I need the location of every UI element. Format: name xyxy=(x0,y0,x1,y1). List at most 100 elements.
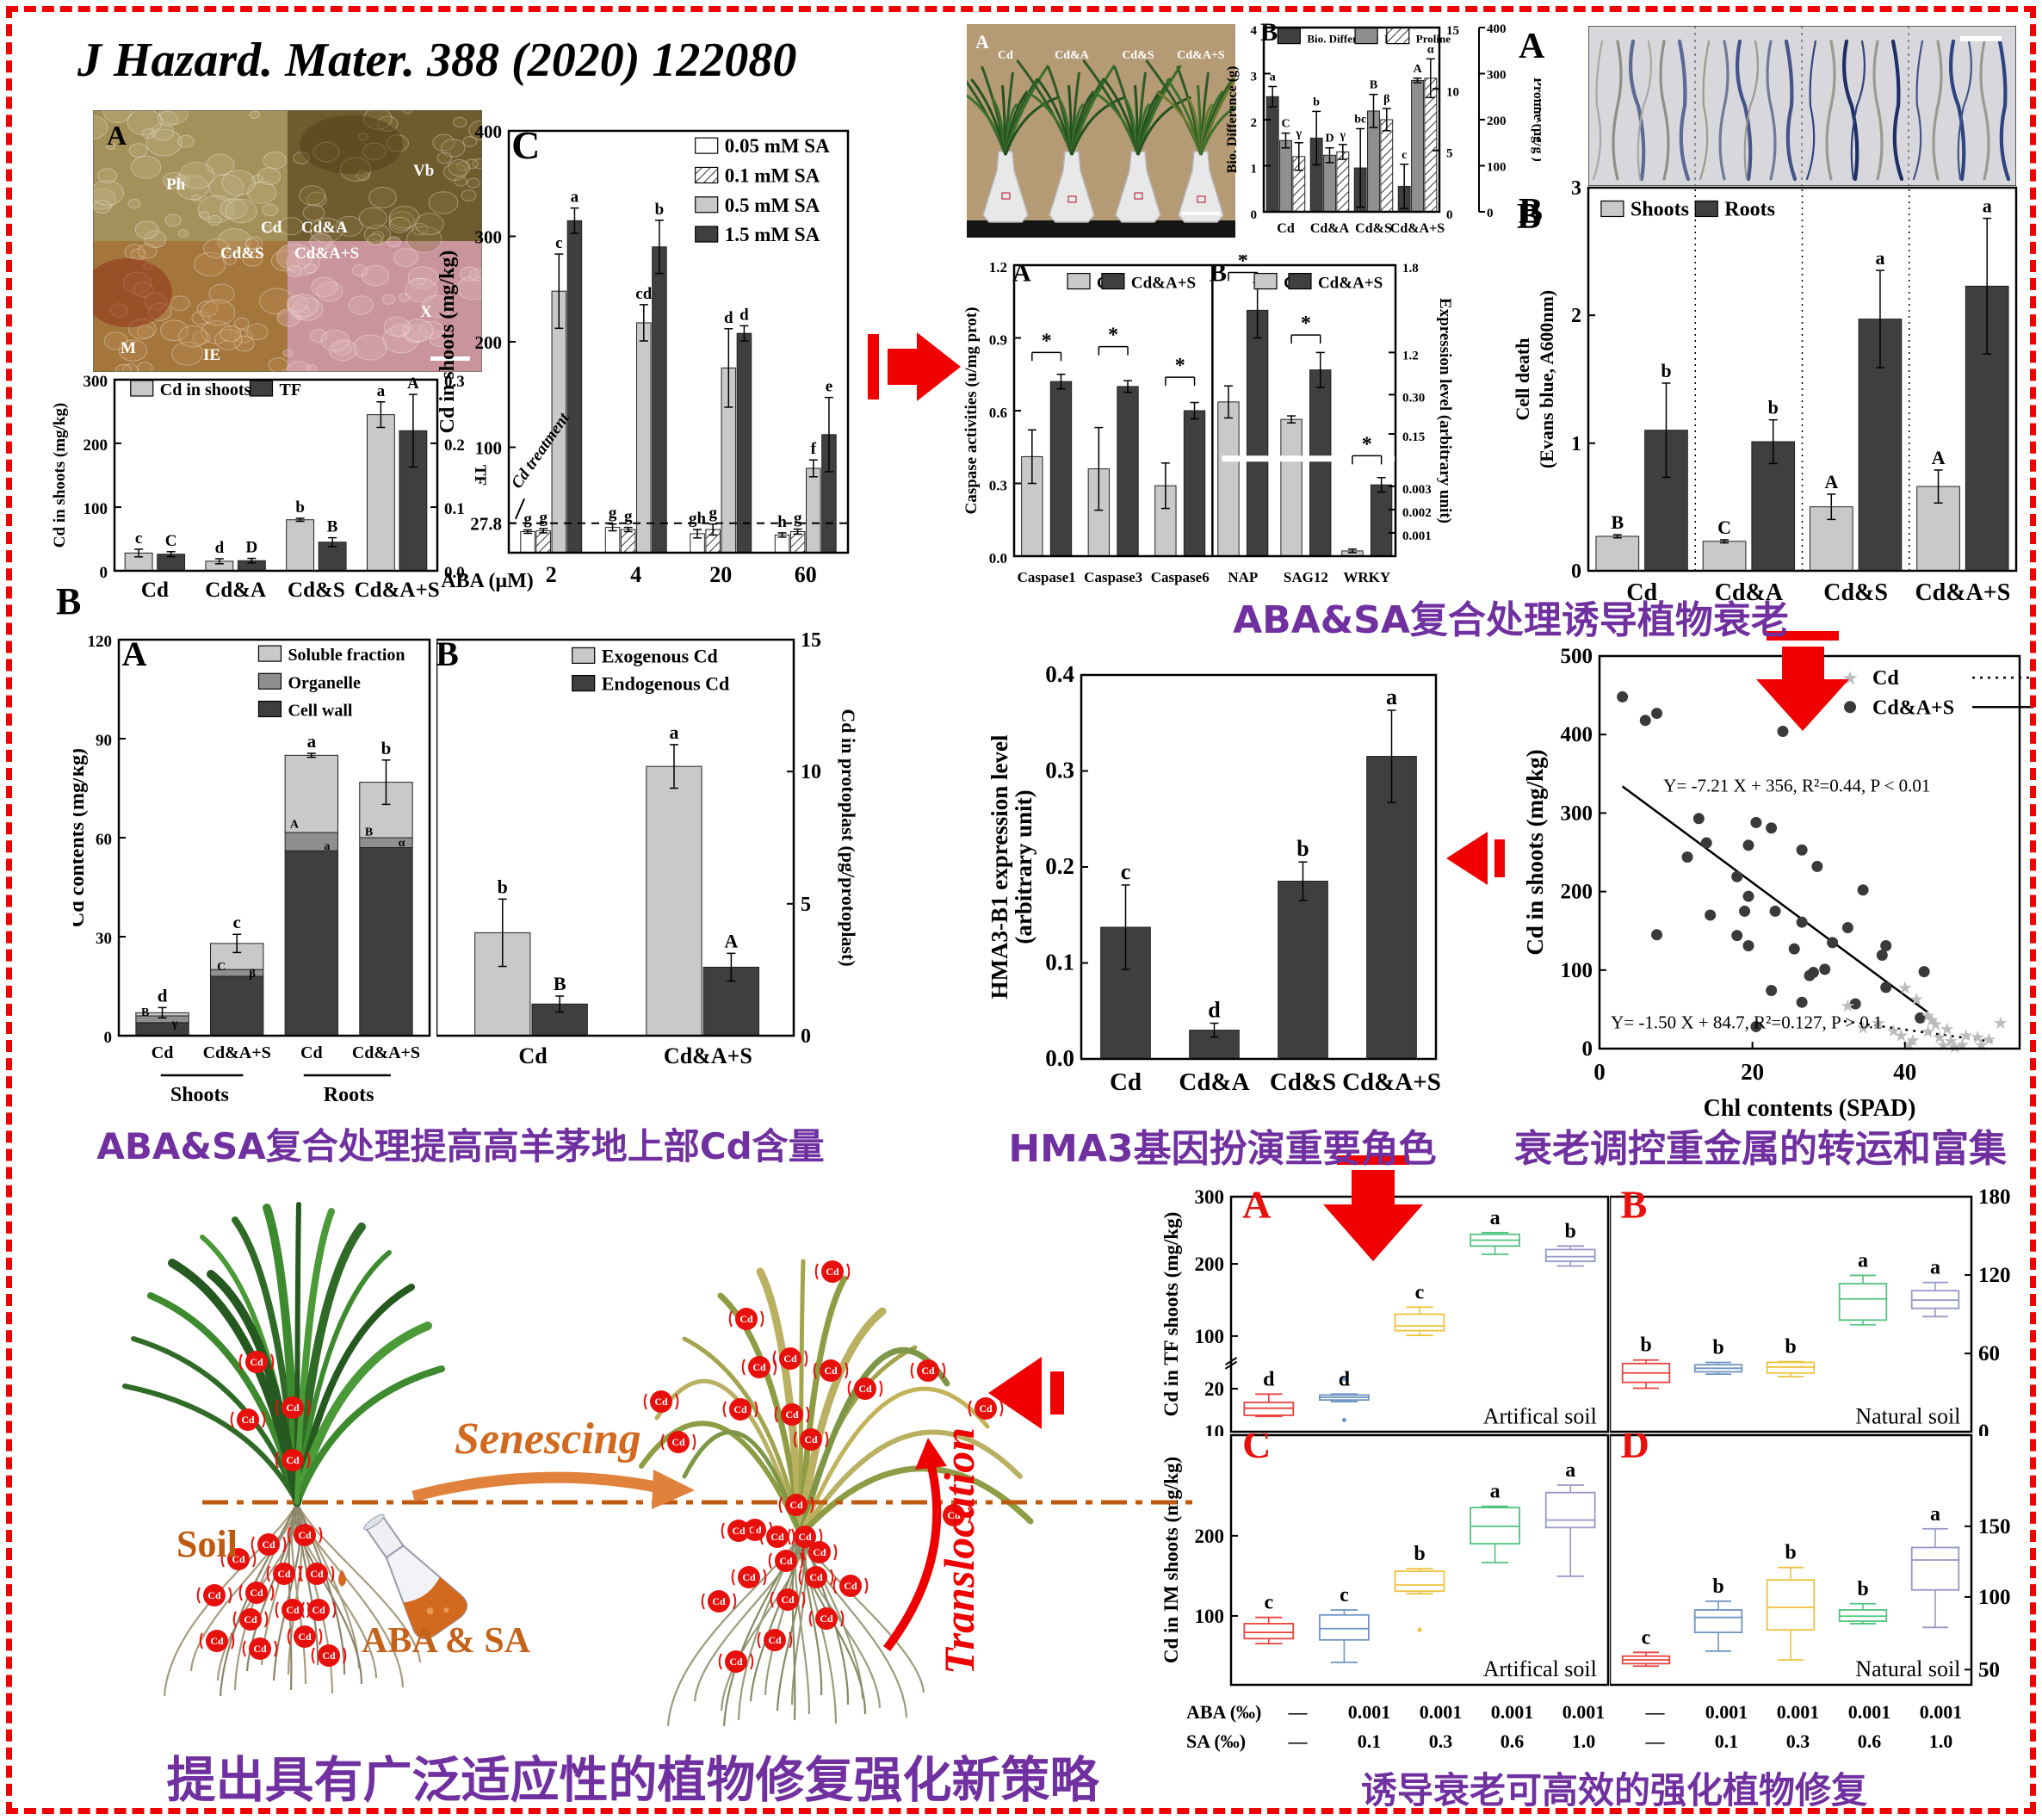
svg-text:20: 20 xyxy=(1204,1378,1224,1400)
svg-text:Cd: Cd xyxy=(826,1266,839,1278)
svg-text:TF: TF xyxy=(280,381,302,399)
svg-text:0: 0 xyxy=(100,564,108,582)
svg-text:A: A xyxy=(1012,259,1031,288)
svg-text:γ: γ xyxy=(1296,127,1303,140)
svg-text:Cd&A: Cd&A xyxy=(1179,1068,1249,1096)
svg-text:Chl contents (SPAD): Chl contents (SPAD) xyxy=(1704,1095,1916,1122)
aba-dose-value: 0.001 xyxy=(1847,1701,1891,1723)
svg-text:A: A xyxy=(290,819,300,832)
svg-text:g: g xyxy=(794,510,802,528)
svg-text:0.5 mM SA: 0.5 mM SA xyxy=(725,195,820,216)
svg-text:Caspase1: Caspase1 xyxy=(1018,569,1076,585)
svg-text:1: 1 xyxy=(1571,433,1581,455)
svg-text:Cd: Cd xyxy=(824,1365,838,1377)
svg-text:f: f xyxy=(811,440,817,458)
svg-text:g: g xyxy=(523,511,532,529)
svg-text:Shoots: Shoots xyxy=(1631,198,1689,220)
svg-text:1.5 mM SA: 1.5 mM SA xyxy=(725,224,820,245)
svg-text:20: 20 xyxy=(709,562,732,587)
svg-text:10: 10 xyxy=(1446,85,1459,99)
svg-text:Cd&A: Cd&A xyxy=(205,579,266,602)
svg-text:Cd: Cd xyxy=(998,49,1013,62)
aba-row-label: ABA (‰) xyxy=(1186,1701,1262,1723)
svg-text:B: B xyxy=(554,973,566,994)
aba-dose-value: 0.001 xyxy=(1490,1701,1534,1723)
svg-text:*: * xyxy=(1042,330,1052,352)
svg-text:60: 60 xyxy=(795,562,817,587)
svg-text:Cd: Cd xyxy=(813,1546,826,1558)
svg-text:4: 4 xyxy=(1251,24,1258,38)
svg-text:200: 200 xyxy=(1561,881,1593,904)
boxplot-tf-shoots-artificial-soil: d d c a b 10 20 100 200 300 Cd in TF shoots (mg/kg… xyxy=(1162,1188,1610,1436)
svg-text:10: 10 xyxy=(1204,1421,1224,1436)
svg-text:TF: TF xyxy=(471,465,489,486)
svg-text:a: a xyxy=(377,382,386,400)
svg-text:d: d xyxy=(1208,998,1221,1023)
sa-dose-value: 0.3 xyxy=(1428,1730,1453,1752)
svg-text:Cd: Cd xyxy=(1872,667,1899,690)
svg-text:A: A xyxy=(1242,1188,1271,1227)
svg-text:0.3: 0.3 xyxy=(444,373,465,391)
svg-text:50: 50 xyxy=(1978,1658,2000,1681)
svg-text:Proline: Proline xyxy=(1416,33,1451,46)
svg-text:Cd: Cd xyxy=(809,1571,823,1583)
svg-text:Cd: Cd xyxy=(732,1525,746,1537)
svg-text:Roots: Roots xyxy=(1724,198,1775,220)
aba-dose-value: 0.001 xyxy=(1776,1701,1820,1723)
svg-text:400: 400 xyxy=(1487,22,1507,36)
svg-text:★: ★ xyxy=(1954,1036,1970,1055)
svg-text:Cd: Cd xyxy=(152,1043,174,1062)
svg-text:IE: IE xyxy=(203,346,220,364)
svg-text:C: C xyxy=(511,123,540,167)
svg-text:300: 300 xyxy=(84,373,108,391)
aba-dose-value: 0.001 xyxy=(1347,1701,1391,1723)
svg-text:A: A xyxy=(122,635,147,673)
svg-text:d: d xyxy=(158,985,168,1006)
svg-text:EL (%): EL (%) xyxy=(1536,97,1541,141)
svg-text:b: b xyxy=(295,498,305,517)
svg-text:b: b xyxy=(1768,397,1779,418)
svg-text:X: X xyxy=(420,303,432,321)
caption-senescence: ABA&SA复合处理诱导植物衰老 xyxy=(1233,598,1789,642)
svg-text:B: B xyxy=(327,518,338,536)
svg-text:Cd: Cd xyxy=(654,1396,668,1408)
svg-text:Artifical soil: Artifical soil xyxy=(1483,1403,1597,1428)
svg-text:★: ★ xyxy=(1909,991,1924,1010)
svg-text:cd: cd xyxy=(635,285,652,303)
svg-text:c: c xyxy=(1642,1626,1651,1649)
svg-text:1: 1 xyxy=(1251,163,1258,176)
svg-text:2: 2 xyxy=(1251,116,1258,130)
svg-text:Cd&A+S: Cd&A+S xyxy=(294,245,359,263)
svg-text:a: a xyxy=(307,731,317,752)
flow-arrow-down-icon xyxy=(1748,631,1859,737)
svg-text:A: A xyxy=(1824,471,1838,492)
svg-text:Cd: Cd xyxy=(770,1531,784,1543)
svg-text:Cd in protoplast (pg/protoplas: Cd in protoplast (pg/protoplast) xyxy=(838,709,859,966)
svg-text:0: 0 xyxy=(104,1029,113,1047)
svg-text:Cd: Cd xyxy=(207,1589,221,1601)
svg-text:0.30: 0.30 xyxy=(1402,391,1425,405)
svg-text:Cd: Cd xyxy=(244,1613,257,1625)
svg-text:Cd: Cd xyxy=(1626,579,1657,606)
aba-dose-row: ABA (‰) — 0.001 0.001 0.001 0.001 — 0.001 0.001 0… xyxy=(1186,1698,2013,1727)
svg-text:Expression level (arbitrary un: Expression level (arbitrary unit) xyxy=(1436,298,1454,523)
roots-panel-letter: A xyxy=(1519,27,1545,66)
svg-text:NAP: NAP xyxy=(1228,569,1258,585)
svg-text:Cd&A+S: Cd&A+S xyxy=(1177,49,1225,62)
svg-text:Cd: Cd xyxy=(729,1656,743,1668)
svg-text:0.15: 0.15 xyxy=(1402,430,1425,444)
svg-text:Cd&A+S: Cd&A+S xyxy=(1131,275,1196,293)
svg-text:★: ★ xyxy=(1905,1031,1921,1050)
svg-text:0.0: 0.0 xyxy=(444,564,465,582)
svg-text:Cd: Cd xyxy=(277,1568,291,1580)
svg-text:Cd in shoots (mg/kg): Cd in shoots (mg/kg) xyxy=(51,403,69,548)
svg-text:Cd: Cd xyxy=(921,1365,935,1377)
aba-dose-value: 0.001 xyxy=(1562,1701,1606,1723)
svg-text:1.2: 1.2 xyxy=(1402,349,1419,362)
svg-text:Cd: Cd xyxy=(262,1538,275,1551)
aba-dose-value: 0.001 xyxy=(1419,1701,1463,1723)
svg-text:★: ★ xyxy=(1940,1020,1955,1039)
svg-text:300: 300 xyxy=(475,227,503,248)
flow-arrow-down2-icon xyxy=(1313,1155,1438,1267)
